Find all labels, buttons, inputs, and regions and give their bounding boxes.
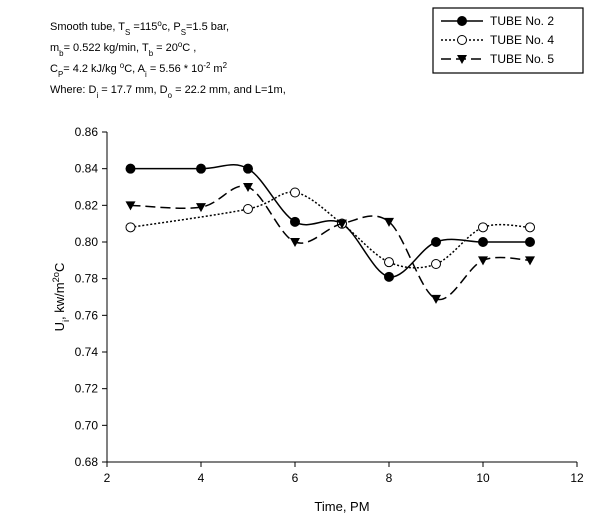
x-tick-label: 6 bbox=[292, 471, 299, 485]
y-tick-label: 0.72 bbox=[75, 382, 99, 396]
marker bbox=[196, 203, 206, 213]
marker bbox=[431, 294, 441, 304]
marker bbox=[196, 163, 206, 174]
superscript: o bbox=[178, 40, 183, 49]
x-tick-label: 12 bbox=[570, 471, 584, 485]
subscript: i bbox=[145, 70, 147, 79]
marker bbox=[525, 222, 535, 233]
annotation-line: mb= 0.522 kg/min, Tb = 20oC , bbox=[50, 40, 196, 58]
subscript: P bbox=[58, 70, 63, 79]
superscript: o bbox=[157, 19, 162, 28]
y-tick-label: 0.82 bbox=[75, 198, 99, 212]
annotation-line: Smooth tube, TS =115oc, PS=1.5 bar, bbox=[50, 19, 229, 37]
marker bbox=[384, 217, 394, 227]
text-run: U bbox=[52, 322, 67, 331]
text-run: = 17.7 mm, D bbox=[98, 84, 167, 96]
legend-label: TUBE No. 2 bbox=[490, 14, 554, 28]
marker bbox=[525, 256, 535, 266]
legend-marker bbox=[457, 35, 467, 45]
subscript: b bbox=[59, 49, 64, 58]
superscript: o bbox=[120, 61, 125, 70]
x-tick-label: 8 bbox=[386, 471, 393, 485]
y-tick-label: 0.86 bbox=[75, 125, 99, 139]
marker bbox=[125, 222, 136, 233]
superscript: 2 bbox=[223, 61, 227, 70]
legend-label: TUBE No. 4 bbox=[490, 33, 554, 47]
marker bbox=[478, 237, 488, 247]
marker bbox=[290, 238, 300, 247]
text-run: , kw/m bbox=[52, 282, 67, 320]
subscript: b bbox=[149, 49, 154, 58]
marker bbox=[478, 222, 488, 233]
marker bbox=[337, 219, 347, 229]
marker bbox=[384, 257, 394, 268]
text-run: C bbox=[52, 263, 67, 272]
text-run: m bbox=[50, 42, 59, 54]
x-tick-label: 2 bbox=[104, 471, 111, 485]
legend-marker bbox=[457, 16, 467, 26]
x-axis-label: Time, PM bbox=[314, 499, 369, 514]
superscript: 2o bbox=[51, 272, 61, 282]
text-run: = 22.2 mm, and L=1m, bbox=[172, 84, 286, 96]
subscript: i bbox=[61, 320, 71, 322]
text-run: m bbox=[210, 63, 222, 75]
text-run: =1.5 bar, bbox=[186, 21, 229, 33]
y-tick-label: 0.70 bbox=[75, 418, 99, 432]
series-line bbox=[130, 191, 531, 269]
marker bbox=[125, 163, 136, 174]
text-run: C, A bbox=[124, 63, 145, 75]
y-tick-label: 0.78 bbox=[75, 272, 99, 286]
legend-label: TUBE No. 5 bbox=[490, 52, 554, 66]
marker bbox=[384, 271, 394, 282]
y-tick-label: 0.76 bbox=[75, 308, 99, 322]
text-run: c, P bbox=[162, 21, 181, 33]
annotation-line: Where: Di = 17.7 mm, Do = 22.2 mm, and L… bbox=[50, 84, 286, 100]
y-axis-label: Ui, kw/m2oC bbox=[51, 263, 71, 332]
y-tick-label: 0.74 bbox=[75, 345, 99, 359]
annotation-line: CP= 4.2 kJ/kg oC, Ai = 5.56 * 10-2 m2 bbox=[50, 61, 227, 79]
text-run: = 20 bbox=[153, 42, 178, 54]
y-tick-label: 0.84 bbox=[75, 162, 99, 176]
legend-marker bbox=[457, 55, 467, 64]
x-tick-label: 10 bbox=[476, 471, 490, 485]
subscript: S bbox=[181, 28, 186, 37]
text-run: C bbox=[50, 63, 58, 75]
x-tick-label: 4 bbox=[198, 471, 205, 485]
marker bbox=[290, 216, 300, 227]
subscript: i bbox=[96, 91, 98, 100]
text-run: Smooth tube, T bbox=[50, 21, 125, 33]
marker bbox=[290, 187, 300, 198]
marker bbox=[243, 204, 253, 214]
text-run: =115 bbox=[130, 21, 157, 33]
y-tick-label: 0.68 bbox=[75, 455, 99, 469]
superscript: -2 bbox=[203, 61, 210, 70]
marker bbox=[431, 259, 441, 269]
marker bbox=[243, 163, 253, 174]
text-run: = 0.522 kg/min, T bbox=[64, 42, 149, 54]
marker bbox=[125, 201, 136, 211]
subscript: S bbox=[125, 28, 130, 37]
subscript: o bbox=[168, 91, 173, 100]
marker bbox=[243, 183, 253, 192]
marker bbox=[431, 237, 441, 247]
text-run: = 5.56 * 10 bbox=[147, 63, 204, 75]
marker bbox=[525, 237, 535, 247]
text-run: C , bbox=[182, 42, 196, 54]
text-run: Where: D bbox=[50, 84, 97, 96]
marker bbox=[478, 256, 488, 266]
y-tick-label: 0.80 bbox=[75, 235, 99, 249]
text-run: = 4.2 kJ/kg bbox=[63, 63, 120, 75]
